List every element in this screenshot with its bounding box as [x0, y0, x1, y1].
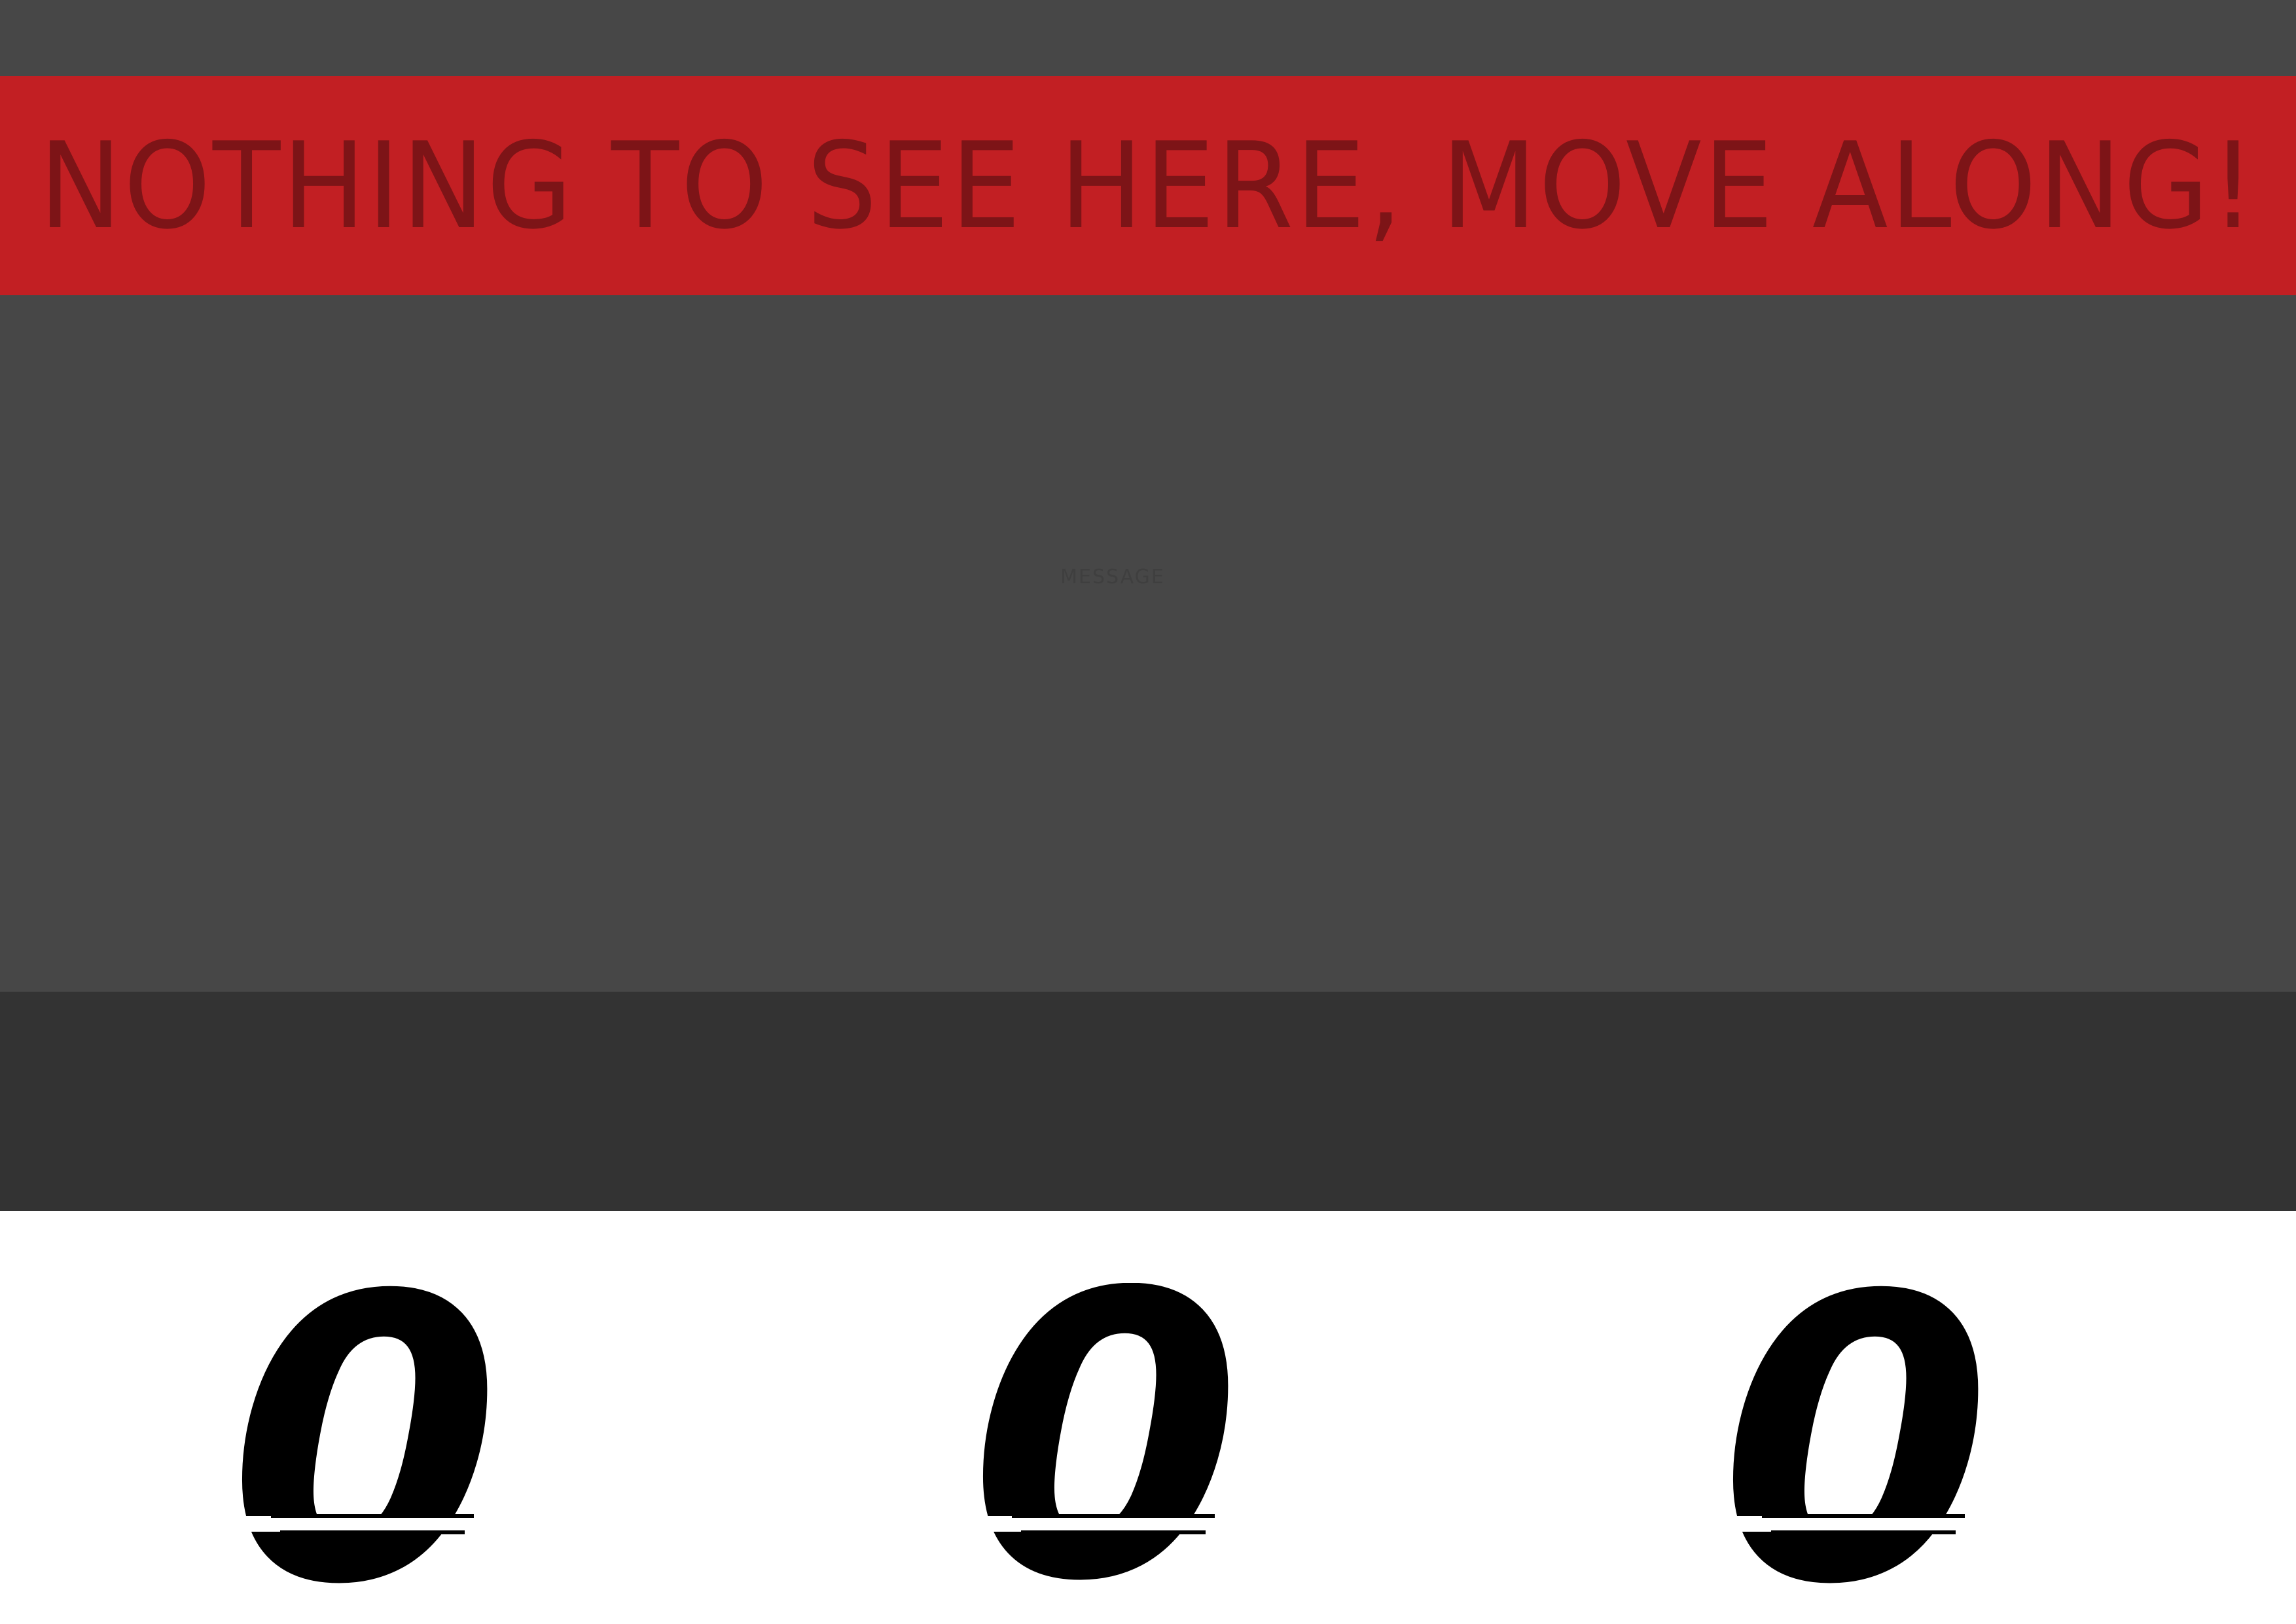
counter-value-bottom: 0 — [978, 1283, 1240, 1591]
counter-value-top: 0 — [978, 1283, 1240, 1591]
banner-message: NOTHING TO SEE HERE, MOVE ALONG! — [39, 116, 2257, 255]
flip-counter-3: 0 0 — [1728, 1283, 1990, 1591]
notice-banner: NOTHING TO SEE HERE, MOVE ALONG! — [0, 76, 2296, 295]
counter-digit-graphic: 0 0 — [978, 1283, 1240, 1591]
counter-digit-graphic: 0 0 — [1728, 1283, 1990, 1591]
top-band — [0, 0, 2296, 76]
counter-value-bottom: 0 — [237, 1283, 499, 1591]
counter-area: 0 0 0 0 — [0, 1211, 2296, 1624]
counter-digit-graphic: 0 0 — [237, 1283, 499, 1591]
flip-counter-2: 0 0 — [978, 1283, 1240, 1591]
content-caption: MESSAGE — [1060, 565, 1165, 588]
counter-value-top: 0 — [1728, 1283, 1990, 1591]
flip-counter-1: 0 0 — [237, 1283, 499, 1591]
dark-band — [0, 992, 2296, 1211]
content-panel: MESSAGE — [0, 295, 2296, 992]
counter-value-top: 0 — [237, 1283, 499, 1591]
counter-value-bottom: 0 — [1728, 1283, 1990, 1591]
